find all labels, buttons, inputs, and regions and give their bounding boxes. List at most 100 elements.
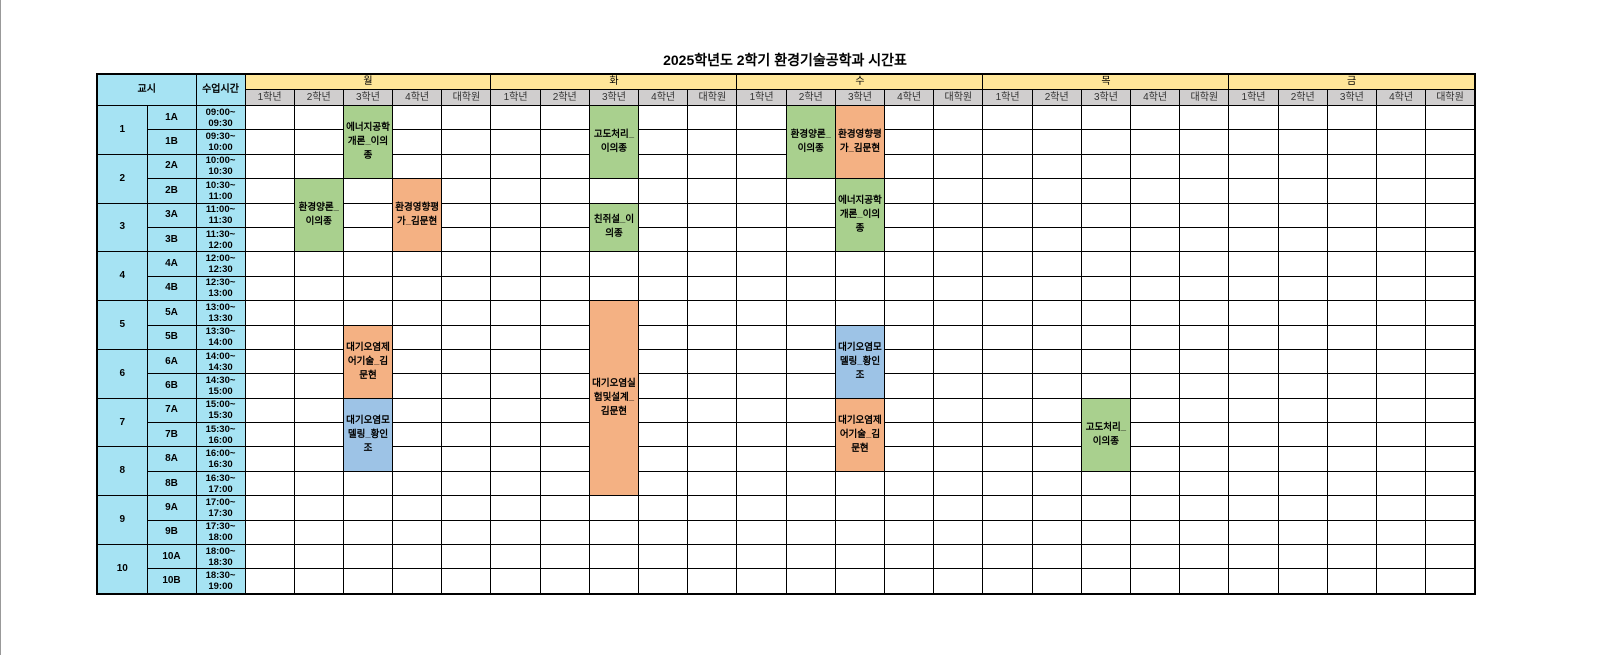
empty-cell[interactable] <box>1228 324 1279 350</box>
empty-cell[interactable] <box>1031 251 1082 277</box>
empty-cell[interactable] <box>933 422 984 448</box>
empty-cell[interactable] <box>1080 275 1132 302</box>
empty-cell[interactable] <box>392 324 443 350</box>
empty-cell[interactable] <box>1277 446 1328 472</box>
empty-cell[interactable] <box>293 446 344 472</box>
empty-cell[interactable] <box>1326 544 1378 570</box>
empty-cell[interactable] <box>441 202 492 228</box>
empty-cell[interactable] <box>490 446 541 472</box>
empty-cell[interactable] <box>687 275 738 302</box>
empty-cell[interactable] <box>1080 129 1132 155</box>
empty-cell[interactable] <box>1228 422 1279 448</box>
empty-cell[interactable] <box>687 202 738 228</box>
empty-cell[interactable] <box>834 251 886 277</box>
empty-cell[interactable] <box>884 519 935 546</box>
empty-cell[interactable] <box>933 178 984 204</box>
empty-cell[interactable] <box>1031 226 1082 253</box>
class-cell[interactable]: 환경양론_이의종 <box>785 104 836 180</box>
empty-cell[interactable] <box>1228 226 1279 253</box>
empty-cell[interactable] <box>441 275 492 302</box>
empty-cell[interactable] <box>982 348 1033 375</box>
empty-cell[interactable] <box>1130 495 1181 521</box>
empty-cell[interactable] <box>1080 104 1132 131</box>
empty-cell[interactable] <box>441 324 492 350</box>
empty-cell[interactable] <box>933 373 984 399</box>
empty-cell[interactable] <box>1031 153 1082 180</box>
empty-cell[interactable] <box>244 300 295 326</box>
empty-cell[interactable] <box>490 348 541 375</box>
empty-cell[interactable] <box>539 251 590 277</box>
empty-cell[interactable] <box>1228 300 1279 326</box>
empty-cell[interactable] <box>1080 373 1132 399</box>
empty-cell[interactable] <box>884 275 935 302</box>
empty-cell[interactable] <box>1179 397 1230 424</box>
empty-cell[interactable] <box>982 178 1033 204</box>
empty-cell[interactable] <box>1425 251 1476 277</box>
empty-cell[interactable] <box>687 568 738 595</box>
class-cell[interactable]: 대기오염실험및설계_김문현 <box>588 300 640 497</box>
empty-cell[interactable] <box>687 544 738 570</box>
empty-cell[interactable] <box>982 275 1033 302</box>
empty-cell[interactable] <box>834 519 886 546</box>
empty-cell[interactable] <box>441 226 492 253</box>
empty-cell[interactable] <box>1425 202 1476 228</box>
empty-cell[interactable] <box>293 104 344 131</box>
empty-cell[interactable] <box>392 422 443 448</box>
empty-cell[interactable] <box>1375 544 1427 570</box>
empty-cell[interactable] <box>539 544 590 570</box>
empty-cell[interactable] <box>785 251 836 277</box>
empty-cell[interactable] <box>1326 300 1378 326</box>
empty-cell[interactable] <box>1080 348 1132 375</box>
empty-cell[interactable] <box>1277 544 1328 570</box>
empty-cell[interactable] <box>1425 422 1476 448</box>
empty-cell[interactable] <box>785 397 836 424</box>
empty-cell[interactable] <box>293 470 344 497</box>
empty-cell[interactable] <box>687 348 738 375</box>
empty-cell[interactable] <box>1326 348 1378 375</box>
empty-cell[interactable] <box>392 129 443 155</box>
empty-cell[interactable] <box>1179 422 1230 448</box>
empty-cell[interactable] <box>1277 202 1328 228</box>
empty-cell[interactable] <box>1179 495 1230 521</box>
empty-cell[interactable] <box>1228 251 1279 277</box>
empty-cell[interactable] <box>933 153 984 180</box>
empty-cell[interactable] <box>736 300 787 326</box>
empty-cell[interactable] <box>1179 202 1230 228</box>
empty-cell[interactable] <box>638 519 689 546</box>
class-cell[interactable]: 대기오염제어기술_김문현 <box>834 397 886 472</box>
empty-cell[interactable] <box>539 470 590 497</box>
empty-cell[interactable] <box>687 104 738 131</box>
empty-cell[interactable] <box>884 422 935 448</box>
empty-cell[interactable] <box>1031 544 1082 570</box>
empty-cell[interactable] <box>1425 519 1476 546</box>
empty-cell[interactable] <box>687 446 738 472</box>
empty-cell[interactable] <box>1228 275 1279 302</box>
empty-cell[interactable] <box>1130 422 1181 448</box>
empty-cell[interactable] <box>392 300 443 326</box>
empty-cell[interactable] <box>1425 129 1476 155</box>
empty-cell[interactable] <box>441 153 492 180</box>
empty-cell[interactable] <box>884 373 935 399</box>
empty-cell[interactable] <box>1425 275 1476 302</box>
empty-cell[interactable] <box>342 202 394 228</box>
empty-cell[interactable] <box>490 568 541 595</box>
empty-cell[interactable] <box>1326 129 1378 155</box>
empty-cell[interactable] <box>638 495 689 521</box>
empty-cell[interactable] <box>687 153 738 180</box>
empty-cell[interactable] <box>392 397 443 424</box>
empty-cell[interactable] <box>884 300 935 326</box>
empty-cell[interactable] <box>1031 446 1082 472</box>
class-cell[interactable]: 고도처리_이의종 <box>588 104 640 180</box>
empty-cell[interactable] <box>1375 495 1427 521</box>
empty-cell[interactable] <box>1326 568 1378 595</box>
empty-cell[interactable] <box>736 275 787 302</box>
empty-cell[interactable] <box>785 324 836 350</box>
empty-cell[interactable] <box>1425 544 1476 570</box>
empty-cell[interactable] <box>1326 373 1378 399</box>
empty-cell[interactable] <box>638 544 689 570</box>
empty-cell[interactable] <box>933 519 984 546</box>
empty-cell[interactable] <box>1277 470 1328 497</box>
empty-cell[interactable] <box>1031 348 1082 375</box>
empty-cell[interactable] <box>884 178 935 204</box>
empty-cell[interactable] <box>1277 129 1328 155</box>
